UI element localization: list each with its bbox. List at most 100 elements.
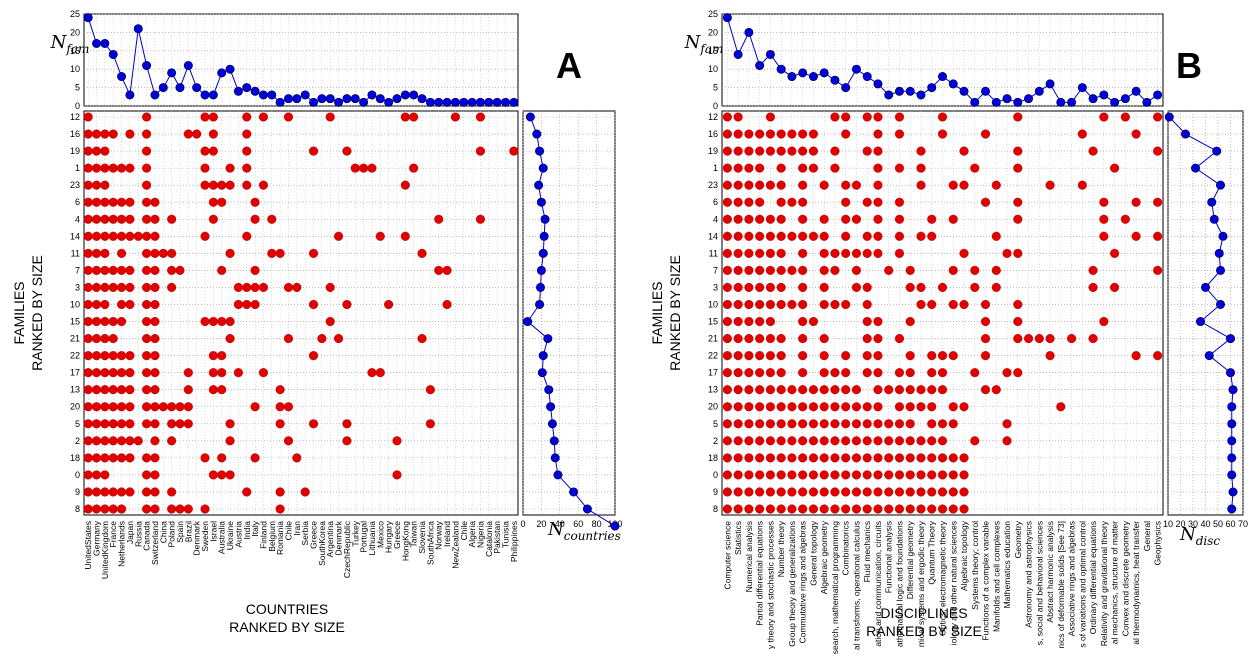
membership-dot — [733, 214, 743, 224]
right-point — [535, 299, 545, 309]
membership-dot — [862, 231, 872, 241]
membership-dot — [744, 214, 754, 224]
membership-dot — [959, 180, 969, 190]
membership-dot — [841, 231, 851, 241]
category-tick-label: Italy — [250, 520, 260, 536]
membership-dot — [258, 112, 268, 122]
membership-dot — [409, 112, 419, 122]
membership-dot — [91, 385, 102, 395]
family-tick-label: 17 — [70, 368, 80, 378]
membership-dot — [765, 419, 775, 429]
nfam-point — [1120, 94, 1130, 104]
membership-dot — [873, 197, 883, 207]
membership-dot — [142, 197, 152, 207]
nfam-point — [981, 86, 991, 96]
x-axis-title: DISCIPLINES — [880, 605, 967, 621]
membership-dot — [722, 351, 732, 361]
right-point — [525, 112, 535, 122]
membership-dot — [359, 163, 369, 173]
nfam-point — [292, 94, 302, 104]
membership-dot — [862, 334, 872, 344]
membership-dot — [948, 180, 958, 190]
membership-dot — [175, 419, 185, 429]
membership-dot — [175, 402, 185, 412]
right-tick-label: 50 — [1213, 519, 1223, 529]
membership-dot — [744, 385, 754, 395]
membership-dot — [787, 146, 797, 156]
membership-dot — [1088, 265, 1098, 275]
membership-dot — [819, 470, 829, 480]
nfam-point — [267, 90, 277, 100]
nfam-tick-label: 5 — [75, 83, 80, 93]
membership-dot — [959, 299, 969, 310]
membership-dot — [142, 487, 152, 497]
membership-dot — [733, 299, 743, 310]
right-panel: 020406080100Ncountries — [520, 110, 623, 543]
nfam-point — [100, 38, 110, 48]
right-point — [1207, 197, 1217, 207]
membership-dot — [509, 146, 519, 156]
membership-dot — [830, 453, 840, 463]
membership-dot — [425, 419, 435, 429]
membership-dot — [808, 146, 818, 156]
membership-dot — [765, 180, 775, 190]
membership-dot — [819, 231, 829, 241]
membership-dot — [150, 487, 160, 497]
membership-dot — [873, 163, 883, 173]
membership-dot — [873, 129, 883, 139]
membership-dot — [776, 282, 786, 292]
nfam-point — [722, 13, 732, 23]
category-tick-label: Canada — [142, 521, 152, 551]
category-tick-label: Taiwan — [409, 521, 419, 548]
membership-dot — [819, 419, 829, 429]
category-tick-label: Iran — [292, 521, 302, 536]
nfam-point — [1088, 94, 1098, 104]
membership-dot — [873, 334, 883, 344]
membership-dot — [1034, 334, 1044, 344]
nfam-tick-label: 0 — [713, 101, 718, 111]
membership-dot — [776, 453, 786, 463]
membership-dot — [450, 112, 460, 122]
nfam-point — [1142, 97, 1152, 107]
membership-dot — [948, 453, 958, 463]
membership-dot — [217, 351, 227, 361]
membership-dot — [733, 419, 743, 429]
membership-dot — [927, 453, 937, 463]
membership-dot — [970, 368, 980, 378]
membership-dot — [108, 197, 118, 207]
membership-dot — [1120, 112, 1130, 122]
membership-dot — [755, 299, 765, 310]
membership-dot — [830, 487, 840, 497]
category-tick-label: Convex and discrete geometry — [1120, 520, 1130, 636]
membership-dot — [927, 299, 937, 310]
family-tick-label: 15 — [708, 317, 718, 327]
membership-dot — [1099, 112, 1109, 122]
membership-dot — [217, 368, 227, 378]
nfam-point — [225, 64, 235, 74]
category-tick-label: Functional analysis — [884, 521, 894, 593]
category-tick-label: Group theory and generalizations — [787, 521, 797, 647]
membership-dot — [765, 470, 775, 480]
x-axis-title-2: RANKED BY SIZE — [229, 619, 345, 635]
membership-dot — [787, 129, 797, 139]
right-point — [1164, 112, 1174, 122]
membership-dot — [283, 334, 294, 344]
family-tick-label: 21 — [708, 334, 718, 344]
category-tick-label: General topology — [808, 520, 818, 585]
membership-dot — [787, 385, 797, 395]
right-point — [539, 231, 549, 241]
membership-dot — [142, 180, 152, 190]
right-point — [610, 521, 620, 531]
membership-dot — [733, 146, 743, 156]
membership-dot — [787, 231, 797, 241]
membership-dot — [970, 265, 980, 275]
nfam-point — [509, 97, 519, 107]
membership-dot — [851, 453, 862, 463]
membership-dot — [830, 385, 840, 395]
category-tick-label: Poland — [167, 521, 177, 548]
membership-dot — [755, 282, 765, 292]
membership-dot — [776, 146, 786, 156]
membership-dot — [142, 112, 152, 122]
